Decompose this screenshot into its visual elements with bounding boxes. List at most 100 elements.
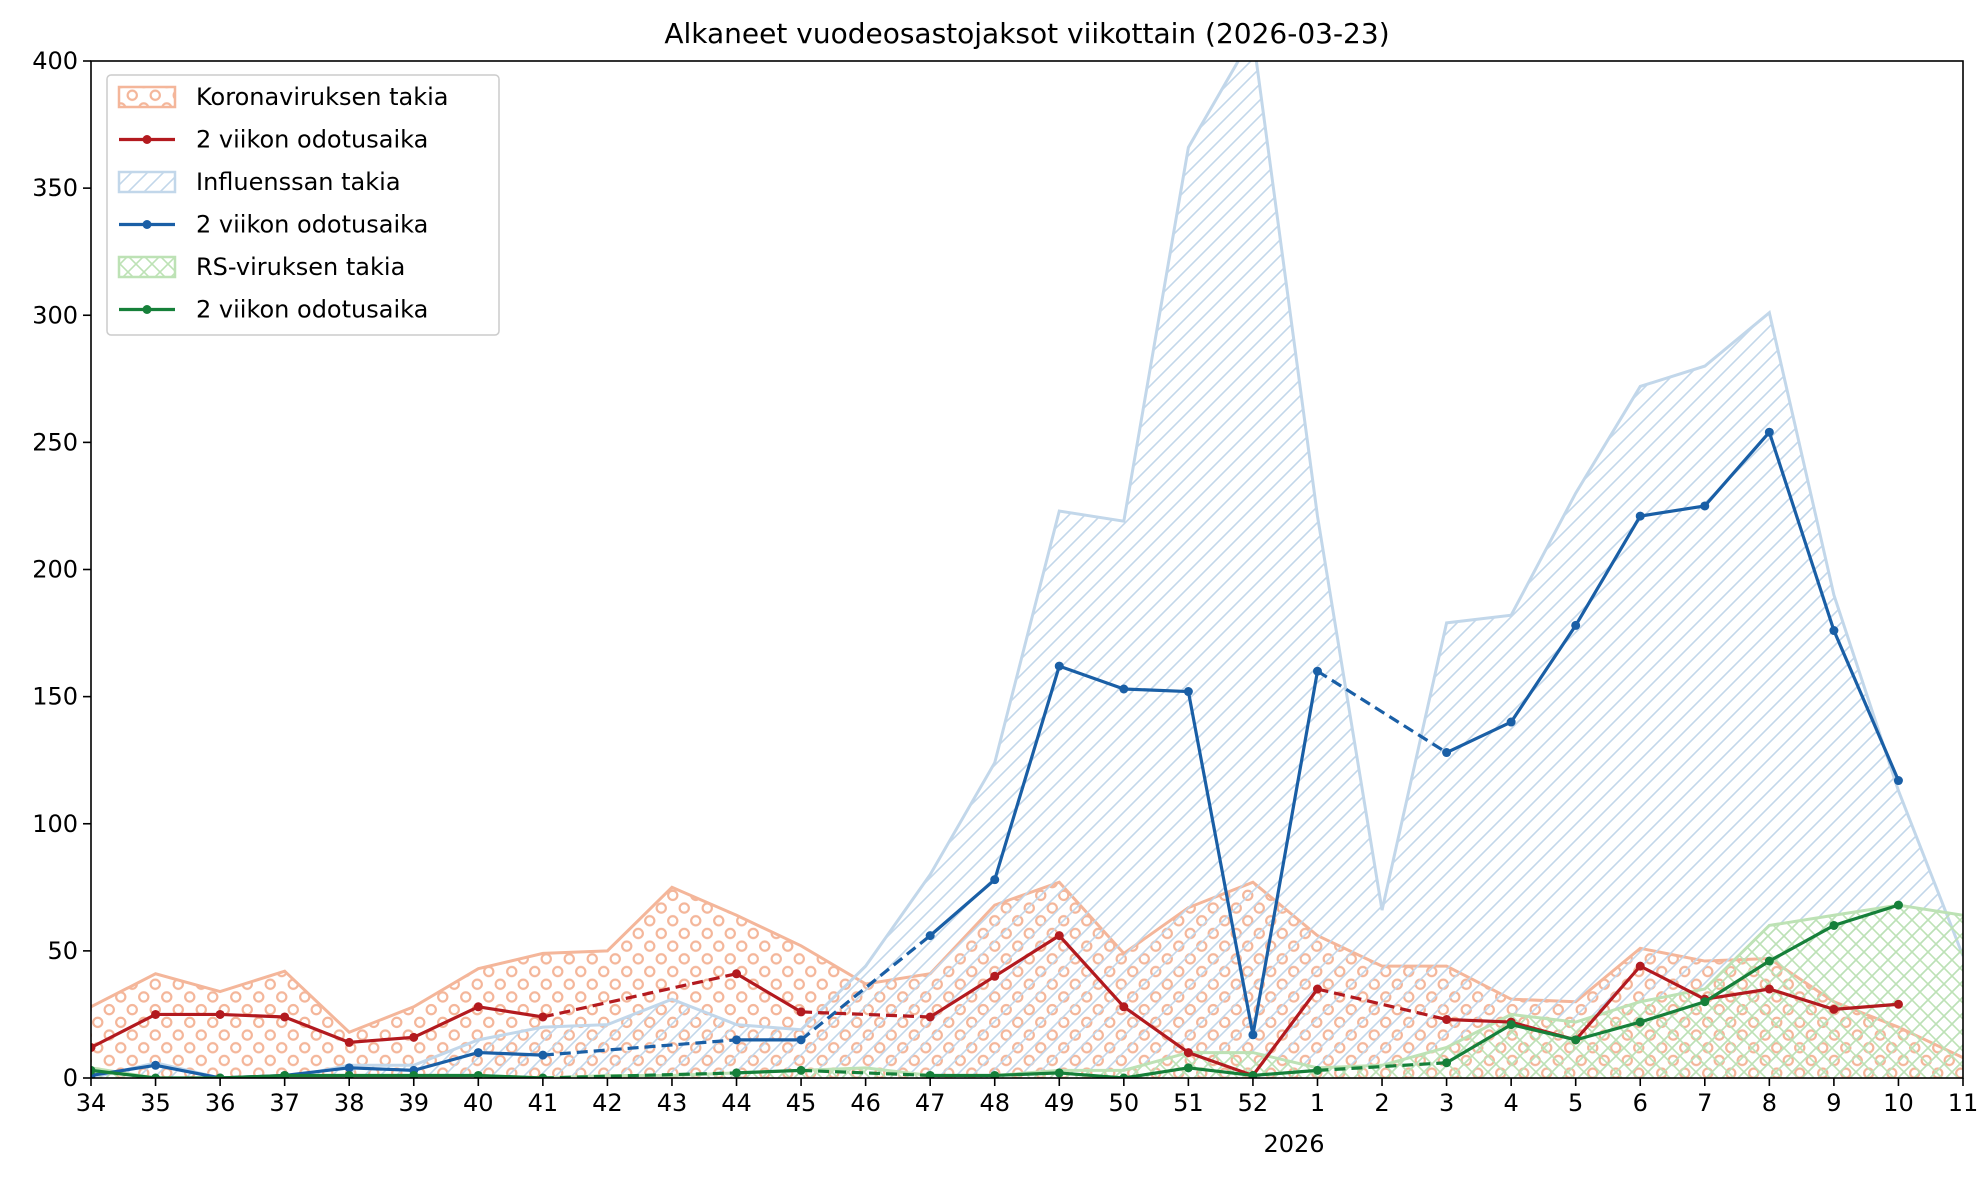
series-point-2-26 xyxy=(1764,956,1774,966)
series-dashed-1-2 xyxy=(1316,669,1448,754)
x-axis: 34 35 36 37 38 39 40 41 42 43 44 45 46 47 48 49 50 51 52 1 2… xyxy=(76,1078,1979,1117)
series-point-1-15 xyxy=(1054,661,1064,671)
x-tick-label-8: 42 xyxy=(592,1089,623,1117)
series-point-0-5 xyxy=(409,1032,419,1042)
series-point-0-24 xyxy=(1635,961,1645,971)
x-tick-label-24: 6 xyxy=(1633,1089,1648,1117)
series-point-2-0 xyxy=(91,1065,96,1075)
y-tick-label-400: 400 xyxy=(32,47,78,75)
legend-label-line-0: 2 viikon odotusaika xyxy=(196,126,428,154)
series-point-1-7 xyxy=(538,1050,548,1060)
x-tick-label-4: 38 xyxy=(334,1089,365,1117)
series-point-2-21 xyxy=(1442,1058,1452,1068)
series-point-0-21 xyxy=(1442,1015,1452,1025)
series-point-1-28 xyxy=(1893,776,1903,786)
area-outline-1 xyxy=(91,61,1963,1078)
x-tick-label-13: 47 xyxy=(915,1089,946,1117)
legend: Koronaviruksen takia 2 viikon odotusaika I… xyxy=(106,74,500,336)
series-point-1-4 xyxy=(344,1063,354,1073)
series-point-1-6 xyxy=(473,1048,483,1058)
series-point-1-10 xyxy=(732,1035,742,1045)
x-tick-label-28: 10 xyxy=(1883,1089,1914,1117)
x-tick-label-9: 43 xyxy=(657,1089,688,1117)
series-point-2-23 xyxy=(1571,1035,1581,1045)
series-point-2-6 xyxy=(473,1070,483,1078)
legend-swatch-area-1 xyxy=(117,170,177,194)
x-tick-label-22: 4 xyxy=(1503,1089,1518,1117)
x-tick-label-7: 41 xyxy=(528,1089,559,1117)
x-tick-label-23: 5 xyxy=(1568,1089,1583,1117)
series-point-2-5 xyxy=(409,1070,419,1078)
x-tick-label-19: 1 xyxy=(1310,1089,1325,1117)
series-dashed-1-0 xyxy=(542,1038,737,1057)
series-point-2-27 xyxy=(1829,920,1839,930)
y-tick-label-100: 100 xyxy=(32,810,78,838)
series-point-2-4 xyxy=(344,1070,354,1078)
series-point-2-10 xyxy=(732,1068,742,1078)
legend-swatch-marker-1 xyxy=(142,220,152,229)
series-point-2-1 xyxy=(151,1073,161,1078)
series-point-0-17 xyxy=(1183,1048,1193,1058)
x-tick-label-15: 49 xyxy=(1044,1089,1075,1117)
y-tick-label-250: 250 xyxy=(32,428,78,456)
y-tick-label-150: 150 xyxy=(32,683,78,711)
series-point-2-19 xyxy=(1312,1065,1322,1075)
x-tick-label-14: 48 xyxy=(979,1089,1010,1117)
x-tick-label-5: 39 xyxy=(398,1089,429,1117)
series-point-2-14 xyxy=(990,1070,1000,1078)
series-line-0-seg-1 xyxy=(735,972,802,1014)
y-tick-label-350: 350 xyxy=(32,174,78,202)
series-point-0-6 xyxy=(473,1002,483,1012)
series-point-0-27 xyxy=(1829,1004,1839,1014)
x-tick-label-6: 40 xyxy=(463,1089,494,1117)
series-point-0-15 xyxy=(1054,931,1064,941)
series-point-2-13 xyxy=(925,1070,935,1078)
x-tick-label-11: 45 xyxy=(786,1089,817,1117)
series-point-2-24 xyxy=(1635,1017,1645,1027)
series-line-2-seg-3 xyxy=(1445,903,1899,1065)
series-dashed-0-2 xyxy=(1317,987,1447,1022)
series-line-2-seg-1 xyxy=(736,1068,802,1075)
series-point-1-19 xyxy=(1312,666,1322,676)
legend-label-line-2: 2 viikon odotusaika xyxy=(196,296,428,324)
x-tick-label-1: 35 xyxy=(140,1089,171,1117)
series-point-1-16 xyxy=(1119,684,1129,694)
series-point-0-3 xyxy=(280,1012,290,1022)
legend-label-area-1: Influenssan takia xyxy=(196,168,401,196)
x-year-label: 2026 xyxy=(1263,1130,1324,1158)
legend-label-area-0: Koronaviruksen takia xyxy=(196,83,449,111)
series-point-1-17 xyxy=(1183,687,1193,697)
x-tick-label-17: 51 xyxy=(1173,1089,1204,1117)
series-point-1-21 xyxy=(1442,748,1452,758)
x-tick-label-20: 2 xyxy=(1374,1089,1389,1117)
chart-title: Alkaneet vuodeosastojaksot viikottain (2… xyxy=(664,17,1389,50)
y-tick-label-200: 200 xyxy=(32,556,78,584)
legend-swatch-area-0 xyxy=(117,85,177,109)
y-tick-label-50: 50 xyxy=(47,937,78,965)
series-point-1-27 xyxy=(1829,626,1839,636)
series-line-0-seg-3 xyxy=(1446,964,1899,1042)
series-point-1-18 xyxy=(1248,1030,1258,1040)
legend-box xyxy=(106,74,500,336)
x-tick-label-25: 7 xyxy=(1697,1089,1712,1117)
series-point-2-18 xyxy=(1248,1070,1258,1078)
x-tick-label-3: 37 xyxy=(269,1089,300,1117)
x-tick-label-10: 44 xyxy=(721,1089,752,1117)
series-point-0-19 xyxy=(1312,984,1322,994)
series-point-0-26 xyxy=(1764,984,1774,994)
series-dashed-2-0 xyxy=(542,1071,737,1078)
series-point-2-11 xyxy=(796,1065,806,1075)
series-line-1-seg-0 xyxy=(91,1050,543,1078)
series-point-2-2 xyxy=(215,1073,225,1078)
area-fill-1 xyxy=(91,61,1963,1078)
series-point-1-24 xyxy=(1635,511,1645,521)
series-point-1-14 xyxy=(990,875,1000,885)
series-dashed-1-1 xyxy=(800,934,932,1042)
x-tick-label-29: 11 xyxy=(1948,1089,1979,1117)
y-axis: 0 50 100 150 200 250 300 350 400 xyxy=(32,47,91,1092)
lines-layer xyxy=(91,427,1903,1078)
x-tick-label-0: 34 xyxy=(76,1089,107,1117)
series-point-2-22 xyxy=(1506,1020,1516,1030)
series-point-2-25 xyxy=(1700,997,1710,1007)
